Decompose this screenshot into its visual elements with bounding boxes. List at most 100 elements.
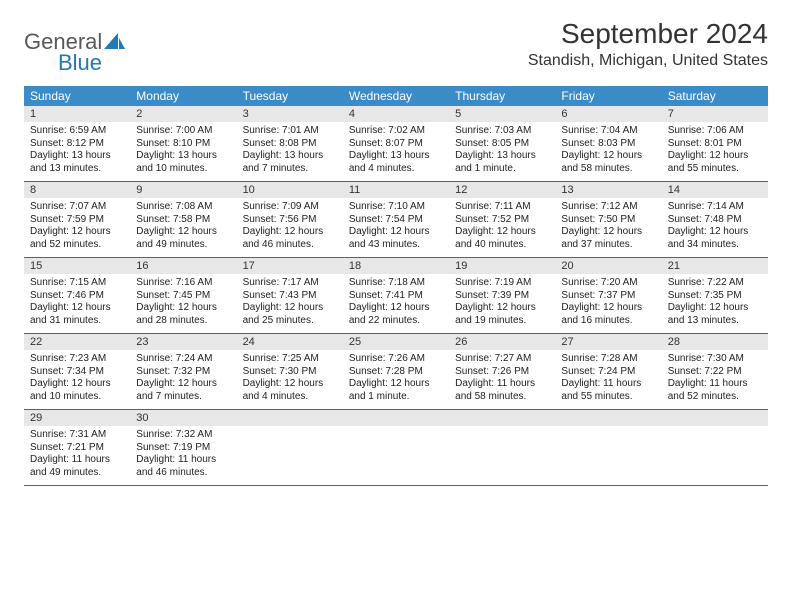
day-d1: Daylight: 12 hours — [243, 378, 337, 391]
day-sr: Sunrise: 7:25 AM — [243, 353, 337, 366]
week-row: Sunrise: 7:15 AMSunset: 7:46 PMDaylight:… — [24, 274, 768, 333]
day-d1: Daylight: 13 hours — [30, 150, 124, 163]
week-row: Sunrise: 7:23 AMSunset: 7:34 PMDaylight:… — [24, 350, 768, 409]
day-cell: Sunrise: 7:19 AMSunset: 7:39 PMDaylight:… — [449, 274, 555, 333]
day-ss: Sunset: 7:58 PM — [136, 214, 230, 227]
day-ss: Sunset: 8:12 PM — [30, 138, 124, 151]
day-cell: Sunrise: 7:15 AMSunset: 7:46 PMDaylight:… — [24, 274, 130, 333]
day-number: 29 — [24, 410, 130, 426]
day-number: 3 — [237, 106, 343, 122]
day-d2: and 13 minutes. — [30, 163, 124, 176]
day-ss: Sunset: 7:48 PM — [668, 214, 762, 227]
day-d2: and 58 minutes. — [561, 163, 655, 176]
day-sr: Sunrise: 7:20 AM — [561, 277, 655, 290]
day-d1: Daylight: 13 hours — [136, 150, 230, 163]
day-d1: Daylight: 11 hours — [136, 454, 230, 467]
daynum-row: 22232425262728 — [24, 334, 768, 350]
day-number: 19 — [449, 258, 555, 274]
day-sr: Sunrise: 7:03 AM — [455, 125, 549, 138]
day-number: 10 — [237, 182, 343, 198]
day-d1: Daylight: 12 hours — [30, 302, 124, 315]
day-sr: Sunrise: 7:11 AM — [455, 201, 549, 214]
day-d1: Daylight: 13 hours — [455, 150, 549, 163]
day-number: 30 — [130, 410, 236, 426]
day-number: 28 — [662, 334, 768, 350]
day-cell: Sunrise: 7:25 AMSunset: 7:30 PMDaylight:… — [237, 350, 343, 409]
day-ss: Sunset: 8:05 PM — [455, 138, 549, 151]
day-number: 27 — [555, 334, 661, 350]
day-cell: Sunrise: 7:28 AMSunset: 7:24 PMDaylight:… — [555, 350, 661, 409]
day-number: 24 — [237, 334, 343, 350]
day-ss: Sunset: 7:43 PM — [243, 290, 337, 303]
day-d2: and 55 minutes. — [668, 163, 762, 176]
day-d1: Daylight: 12 hours — [349, 302, 443, 315]
day-headers-row: Sunday Monday Tuesday Wednesday Thursday… — [24, 86, 768, 106]
week-row: Sunrise: 7:31 AMSunset: 7:21 PMDaylight:… — [24, 426, 768, 485]
day-ss: Sunset: 7:24 PM — [561, 366, 655, 379]
day-d2: and 10 minutes. — [30, 391, 124, 404]
day-sr: Sunrise: 7:31 AM — [30, 429, 124, 442]
week-group: 2930Sunrise: 7:31 AMSunset: 7:21 PMDayli… — [24, 410, 768, 486]
day-cell: Sunrise: 7:18 AMSunset: 7:41 PMDaylight:… — [343, 274, 449, 333]
day-cell: Sunrise: 7:31 AMSunset: 7:21 PMDaylight:… — [24, 426, 130, 485]
day-d1: Daylight: 12 hours — [561, 302, 655, 315]
day-ss: Sunset: 7:56 PM — [243, 214, 337, 227]
day-number: 1 — [24, 106, 130, 122]
day-cell: Sunrise: 7:30 AMSunset: 7:22 PMDaylight:… — [662, 350, 768, 409]
day-number — [662, 410, 768, 426]
day-d1: Daylight: 13 hours — [243, 150, 337, 163]
day-number: 17 — [237, 258, 343, 274]
day-d1: Daylight: 12 hours — [243, 226, 337, 239]
day-cell: Sunrise: 7:27 AMSunset: 7:26 PMDaylight:… — [449, 350, 555, 409]
day-header-tue: Tuesday — [237, 86, 343, 106]
day-number: 21 — [662, 258, 768, 274]
day-d2: and 46 minutes. — [243, 239, 337, 252]
day-cell — [662, 426, 768, 485]
day-sr: Sunrise: 7:14 AM — [668, 201, 762, 214]
day-sr: Sunrise: 7:23 AM — [30, 353, 124, 366]
day-sr: Sunrise: 7:10 AM — [349, 201, 443, 214]
day-sr: Sunrise: 7:27 AM — [455, 353, 549, 366]
day-cell: Sunrise: 7:11 AMSunset: 7:52 PMDaylight:… — [449, 198, 555, 257]
day-number: 23 — [130, 334, 236, 350]
day-sr: Sunrise: 7:04 AM — [561, 125, 655, 138]
day-cell: Sunrise: 7:12 AMSunset: 7:50 PMDaylight:… — [555, 198, 661, 257]
day-d2: and 37 minutes. — [561, 239, 655, 252]
day-d2: and 13 minutes. — [668, 315, 762, 328]
daynum-row: 2930 — [24, 410, 768, 426]
day-number: 9 — [130, 182, 236, 198]
day-d2: and 49 minutes. — [136, 239, 230, 252]
day-ss: Sunset: 7:39 PM — [455, 290, 549, 303]
day-cell: Sunrise: 7:07 AMSunset: 7:59 PMDaylight:… — [24, 198, 130, 257]
day-sr: Sunrise: 7:32 AM — [136, 429, 230, 442]
day-header-thu: Thursday — [449, 86, 555, 106]
day-sr: Sunrise: 7:15 AM — [30, 277, 124, 290]
day-cell — [449, 426, 555, 485]
day-ss: Sunset: 7:45 PM — [136, 290, 230, 303]
day-number: 16 — [130, 258, 236, 274]
day-ss: Sunset: 8:10 PM — [136, 138, 230, 151]
day-sr: Sunrise: 7:26 AM — [349, 353, 443, 366]
day-d2: and 16 minutes. — [561, 315, 655, 328]
day-d1: Daylight: 12 hours — [561, 226, 655, 239]
day-sr: Sunrise: 7:09 AM — [243, 201, 337, 214]
day-ss: Sunset: 7:30 PM — [243, 366, 337, 379]
logo-sail-icon — [104, 29, 126, 55]
day-d2: and 10 minutes. — [136, 163, 230, 176]
day-header-fri: Friday — [555, 86, 661, 106]
daynum-row: 15161718192021 — [24, 258, 768, 274]
day-sr: Sunrise: 7:01 AM — [243, 125, 337, 138]
day-cell: Sunrise: 7:02 AMSunset: 8:07 PMDaylight:… — [343, 122, 449, 181]
day-cell: Sunrise: 7:00 AMSunset: 8:10 PMDaylight:… — [130, 122, 236, 181]
day-header-mon: Monday — [130, 86, 236, 106]
day-number: 11 — [343, 182, 449, 198]
month-title: September 2024 — [528, 18, 768, 50]
day-ss: Sunset: 7:52 PM — [455, 214, 549, 227]
day-cell: Sunrise: 7:23 AMSunset: 7:34 PMDaylight:… — [24, 350, 130, 409]
day-d2: and 25 minutes. — [243, 315, 337, 328]
day-d2: and 52 minutes. — [30, 239, 124, 252]
logo-text: General Blue — [24, 22, 126, 76]
day-cell: Sunrise: 7:22 AMSunset: 7:35 PMDaylight:… — [662, 274, 768, 333]
day-number — [449, 410, 555, 426]
day-d2: and 55 minutes. — [561, 391, 655, 404]
